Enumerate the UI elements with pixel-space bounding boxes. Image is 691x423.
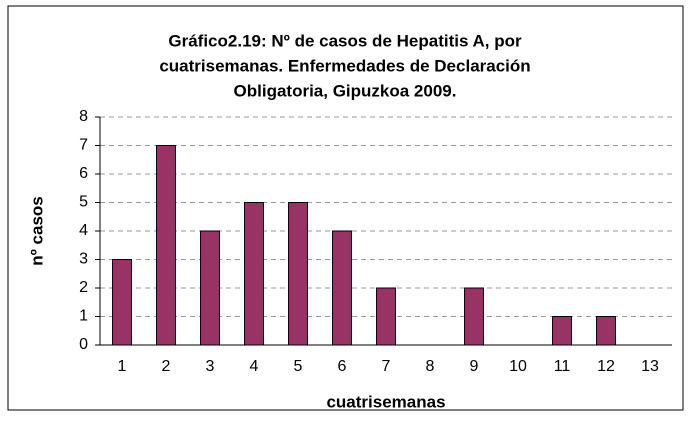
- y-tick-label: 6: [79, 165, 88, 182]
- y-tick-label: 4: [79, 222, 88, 239]
- y-tick-label: 0: [79, 336, 88, 353]
- x-tick-label: 7: [382, 358, 391, 375]
- y-tick-label: 5: [79, 194, 88, 211]
- x-axis-title: cuatrisemanas: [326, 392, 445, 411]
- bar: [288, 202, 308, 346]
- chart-title: cuatrisemanas. Enfermedades de Declaraci…: [159, 56, 530, 75]
- bar: [200, 230, 220, 346]
- x-tick-label: 10: [509, 358, 527, 375]
- bar: [552, 316, 572, 346]
- bar: [244, 202, 264, 346]
- bar: [596, 316, 616, 346]
- chart-title: Gráfico2.19: Nº de casos de Hepatitis A,…: [168, 31, 522, 50]
- x-tick-label: 2: [162, 358, 171, 375]
- x-tick-label: 13: [641, 358, 659, 375]
- y-tick-label: 7: [79, 137, 88, 154]
- bar: [156, 145, 176, 346]
- y-tick-label: 1: [79, 308, 88, 325]
- bar: [376, 287, 396, 346]
- y-axis-title: nº casos: [27, 196, 46, 266]
- y-tick-label: 8: [79, 108, 88, 125]
- x-tick-label: 8: [426, 358, 435, 375]
- x-tick-label: 11: [554, 358, 571, 375]
- x-tick-label: 1: [118, 358, 127, 375]
- x-tick-label: 6: [338, 358, 347, 375]
- chart-title: Obligatoria, Gipuzkoa 2009.: [234, 81, 457, 100]
- bar: [332, 230, 352, 346]
- x-tick-label: 9: [470, 358, 479, 375]
- x-tick-label: 4: [250, 358, 259, 375]
- x-tick-label: 3: [206, 358, 215, 375]
- bar: [112, 259, 132, 346]
- x-tick-label: 5: [294, 358, 303, 375]
- y-tick-label: 2: [79, 279, 88, 296]
- x-tick-label: 12: [597, 358, 615, 375]
- y-tick-label: 3: [79, 251, 88, 268]
- bar: [464, 287, 484, 346]
